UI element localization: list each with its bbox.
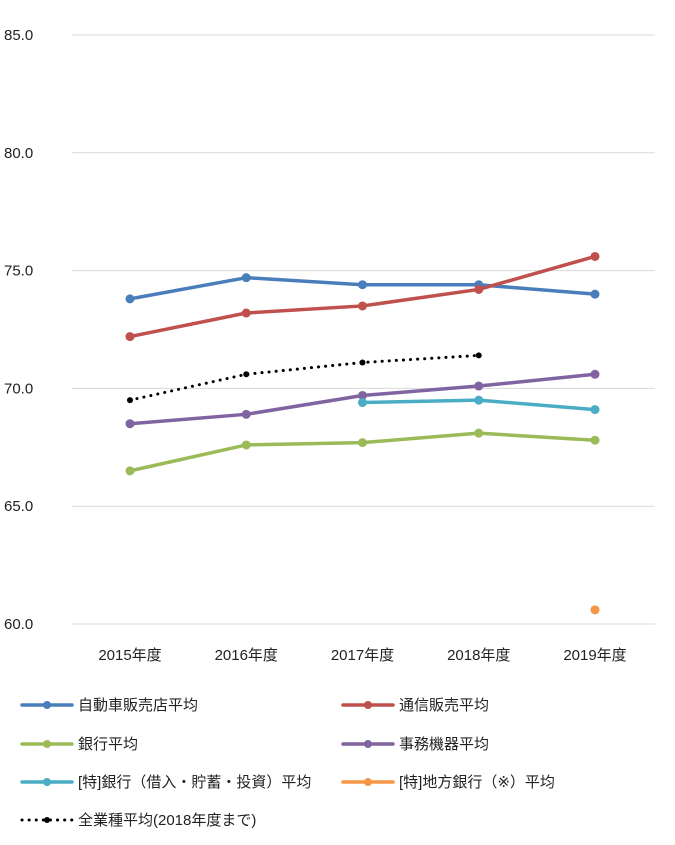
y-tick-label: 80.0 (4, 145, 33, 162)
legend-label: 銀行平均 (78, 736, 138, 753)
y-tick-label: 70.0 (4, 380, 33, 397)
data-point (241, 308, 251, 318)
legend-label: 事務機器平均 (399, 736, 489, 753)
data-point (590, 405, 600, 415)
y-tick-label: 60.0 (4, 616, 33, 633)
legend-label: 全業種平均(2018年度まで) (78, 811, 256, 829)
series-1 (125, 251, 600, 342)
series-line (128, 353, 481, 402)
grid-layer (72, 34, 655, 625)
series-3 (125, 369, 600, 429)
series-layer (125, 251, 600, 615)
legend-item: [特]銀行（借入・貯蓄・投資）平均 (20, 774, 311, 791)
legend-label: 通信販売平均 (399, 697, 489, 714)
y-tick-label: 65.0 (4, 498, 33, 515)
legend-item: 事務機器平均 (341, 736, 489, 753)
series-5 (590, 605, 600, 615)
legend-item: [特]地方銀行（※）平均 (341, 774, 555, 791)
legend-label: [特]銀行（借入・貯蓄・投資）平均 (78, 774, 311, 791)
data-point (241, 409, 251, 419)
data-point (125, 332, 135, 342)
x-tick-label: 2019年度 (563, 647, 626, 664)
series-4 (358, 395, 600, 415)
legend-item: 自動車販売店平均 (20, 697, 198, 714)
data-point (243, 371, 250, 378)
data-point (358, 398, 367, 408)
y-tick-label: 85.0 (4, 27, 33, 44)
data-point (125, 294, 135, 304)
data-point (127, 397, 133, 404)
legend-label: 自動車販売店平均 (78, 697, 198, 714)
data-point (590, 251, 600, 261)
legend-swatch-marker (364, 701, 372, 709)
data-point (125, 466, 135, 476)
data-point (125, 419, 135, 429)
legend-swatch-marker (43, 778, 51, 786)
data-point (474, 395, 484, 405)
legend-label: [特]地方銀行（※）平均 (399, 774, 555, 791)
data-point (358, 301, 367, 311)
series-6 (127, 352, 482, 404)
legend-item: 全業種平均(2018年度まで) (20, 811, 256, 829)
data-point (590, 369, 600, 379)
x-tick-label: 2018年度 (447, 647, 510, 664)
data-point (358, 280, 367, 290)
x-tick-label: 2015年度 (98, 647, 161, 664)
data-point (241, 440, 251, 450)
x-axis: 2015年度 2016年度 2017年度 2018年度 2019年度 (98, 647, 626, 664)
series-2 (125, 428, 600, 476)
data-point (474, 381, 484, 391)
series-0 (125, 273, 600, 304)
legend-swatch-marker (43, 701, 51, 709)
legend-swatch-marker (44, 817, 50, 823)
x-tick-label: 2017年度 (331, 647, 394, 664)
legend-item: 通信販売平均 (341, 697, 489, 714)
data-point (474, 428, 484, 438)
data-point (358, 390, 367, 400)
data-point (241, 273, 251, 283)
y-axis: 60.0 65.0 70.0 75.0 80.0 85.0 (4, 27, 33, 633)
legend-swatch-marker (43, 740, 51, 748)
data-point (474, 284, 484, 294)
legend-item: 銀行平均 (20, 736, 138, 753)
data-point (590, 435, 600, 445)
data-point (590, 605, 600, 615)
series-line (128, 254, 597, 339)
x-tick-label: 2016年度 (215, 647, 278, 664)
data-point (590, 289, 600, 299)
data-point (359, 359, 366, 366)
legend-swatch-marker (364, 740, 372, 748)
legend-swatch-marker (364, 778, 372, 786)
y-tick-label: 75.0 (4, 263, 33, 280)
data-point (475, 352, 482, 359)
data-point (358, 438, 367, 448)
